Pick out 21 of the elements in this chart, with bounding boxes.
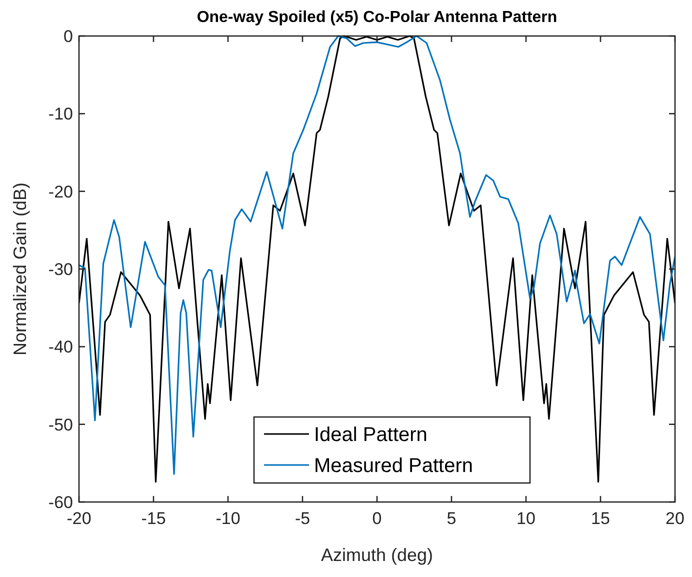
y-tick-label: -50 — [48, 415, 73, 434]
x-tick-label: 10 — [516, 509, 536, 528]
legend-label: Ideal Pattern — [314, 424, 428, 446]
y-tick-label: -40 — [48, 338, 73, 357]
x-tick-label: -15 — [141, 509, 166, 528]
y-tick-label: -20 — [48, 182, 73, 202]
x-tick-label: 15 — [591, 509, 610, 528]
y-tick-label: -30 — [48, 260, 73, 279]
chart-title: One-way Spoiled (x5) Co-Polar Antenna Pattern — [196, 9, 558, 26]
x-tick-label: 5 — [446, 509, 456, 528]
y-tick-label: 0 — [64, 27, 73, 46]
x-tick-label: 0 — [372, 509, 382, 528]
x-axis-title: Azimuth (deg) — [320, 545, 434, 565]
x-tick-label: -10 — [216, 509, 240, 528]
y-tick-label: -60 — [48, 493, 73, 512]
x-tick-label: 20 — [666, 509, 684, 528]
y-axis-title: Normalized Gain (dB) — [10, 182, 30, 356]
legend-label: Measured Pattern — [314, 455, 473, 477]
y-tick-label: -10 — [48, 104, 73, 124]
x-tick-label: -5 — [294, 509, 310, 528]
x-tick-label: -20 — [66, 509, 92, 528]
